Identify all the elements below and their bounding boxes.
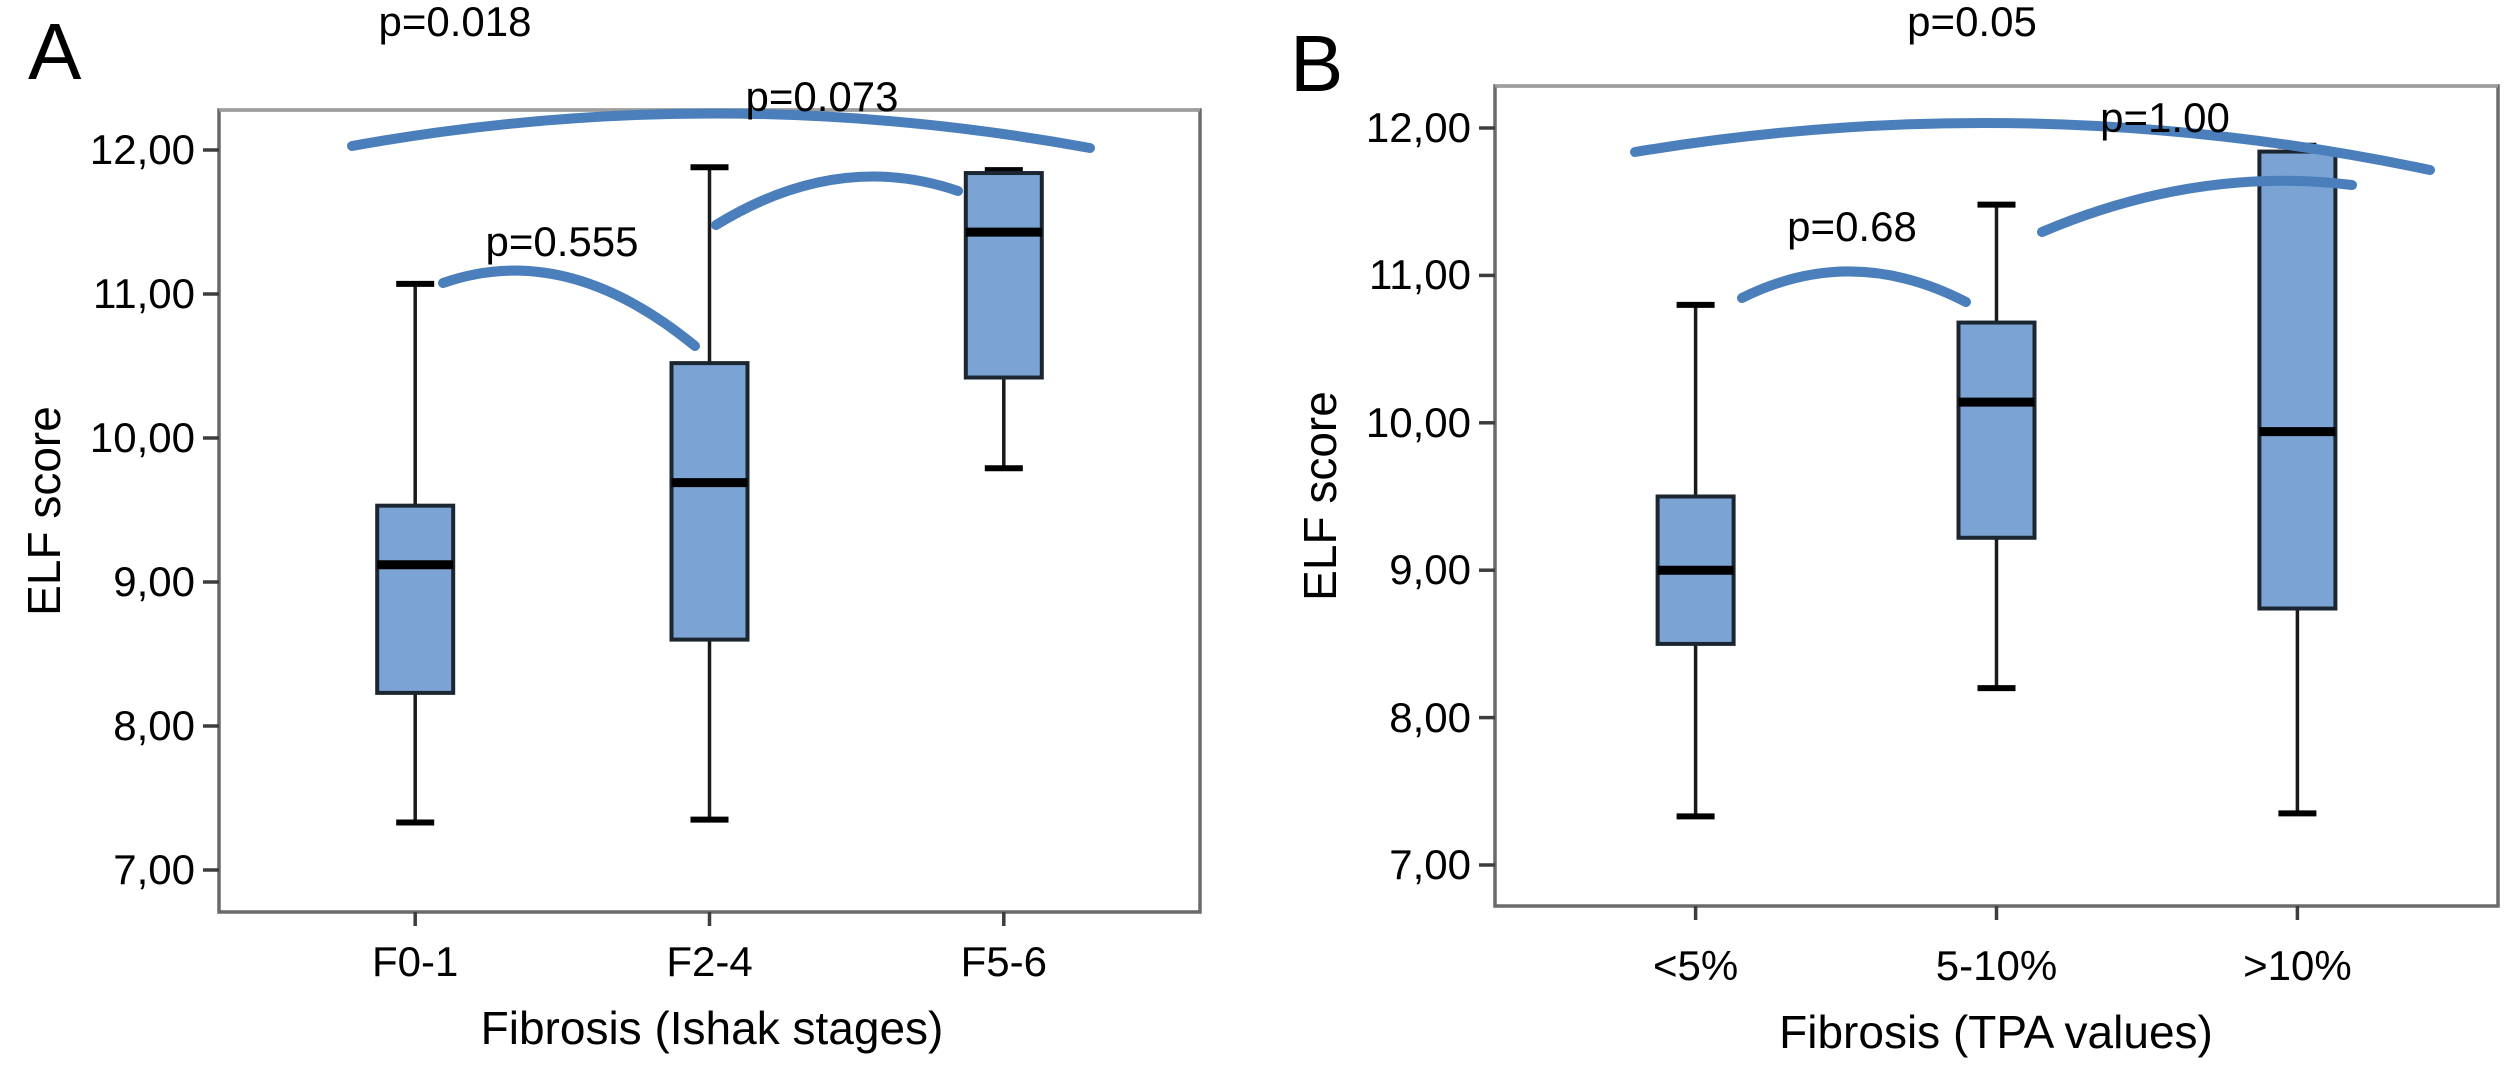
pvalue-group1-group2-panel-a: p=0.555 <box>485 218 639 265</box>
x-tick-label: F2-4 <box>666 938 753 985</box>
iqr-box <box>1956 320 2037 540</box>
boxplot-box <box>963 167 1044 472</box>
iqr-box <box>669 361 750 642</box>
y-tick-label: 9,00 <box>1389 546 1471 594</box>
y-tick-label: 10,00 <box>1365 398 1471 446</box>
panel-a-label: A <box>28 7 82 96</box>
x-tick-label: <5% <box>1652 942 1739 989</box>
y-tick-label: 12,00 <box>1365 104 1471 151</box>
comparison-bracket <box>711 171 963 230</box>
comparison-bracket <box>438 265 700 351</box>
comparison-bracket <box>1737 266 1971 307</box>
pvalue-overall-panel-a: p=0.018 <box>378 0 532 45</box>
panel-a <box>203 108 1202 926</box>
panel-b-label: B <box>1290 19 1344 108</box>
pvalue-group1-group2-panel-b: p=0.68 <box>1787 203 1917 250</box>
y-tick-label: 9,00 <box>113 558 195 605</box>
boxplot-box <box>669 164 750 823</box>
x-tick-label: F0-1 <box>372 938 459 985</box>
comparison-bracket <box>347 108 1095 153</box>
y-tick-label: 7,00 <box>1389 841 1471 888</box>
boxplot-box <box>1956 201 2037 692</box>
iqr-box <box>2257 149 2338 611</box>
pvalue-overall-panel-b: p=0.05 <box>1907 0 2037 45</box>
y-tick-label: 8,00 <box>113 702 195 749</box>
iqr-box <box>963 171 1044 380</box>
iqr-box <box>375 503 456 695</box>
boxplot-box <box>375 280 456 826</box>
x-tick-label: >10% <box>2243 942 2352 989</box>
boxplot-box <box>2257 142 2338 817</box>
x-tick-label: 5-10% <box>1935 942 2058 989</box>
panel-b <box>1479 84 2500 920</box>
pvalue-group2-group3-panel-b: p=1.00 <box>2100 94 2230 141</box>
y-tick-label: 8,00 <box>1389 693 1471 741</box>
y-tick-label: 12,00 <box>89 126 195 173</box>
y-tick-label: 11,00 <box>1369 251 1471 299</box>
x-tick-label: F5-6 <box>960 938 1047 985</box>
comparison-bracket <box>1630 117 2435 175</box>
y-tick-label: 11,00 <box>93 270 195 317</box>
pvalue-group2-group3-panel-a: p=0.073 <box>745 73 899 120</box>
x-axis-title-panel-a: Fibrosis (Ishak stages) <box>480 1002 944 1054</box>
comparison-bracket <box>2037 175 2357 237</box>
y-tick-label: 7,00 <box>113 846 195 893</box>
x-axis-title-panel-b: Fibrosis (TPA values) <box>1779 1006 2213 1058</box>
boxplot-box <box>1655 301 1736 820</box>
y-tick-label: 10,00 <box>89 414 195 461</box>
